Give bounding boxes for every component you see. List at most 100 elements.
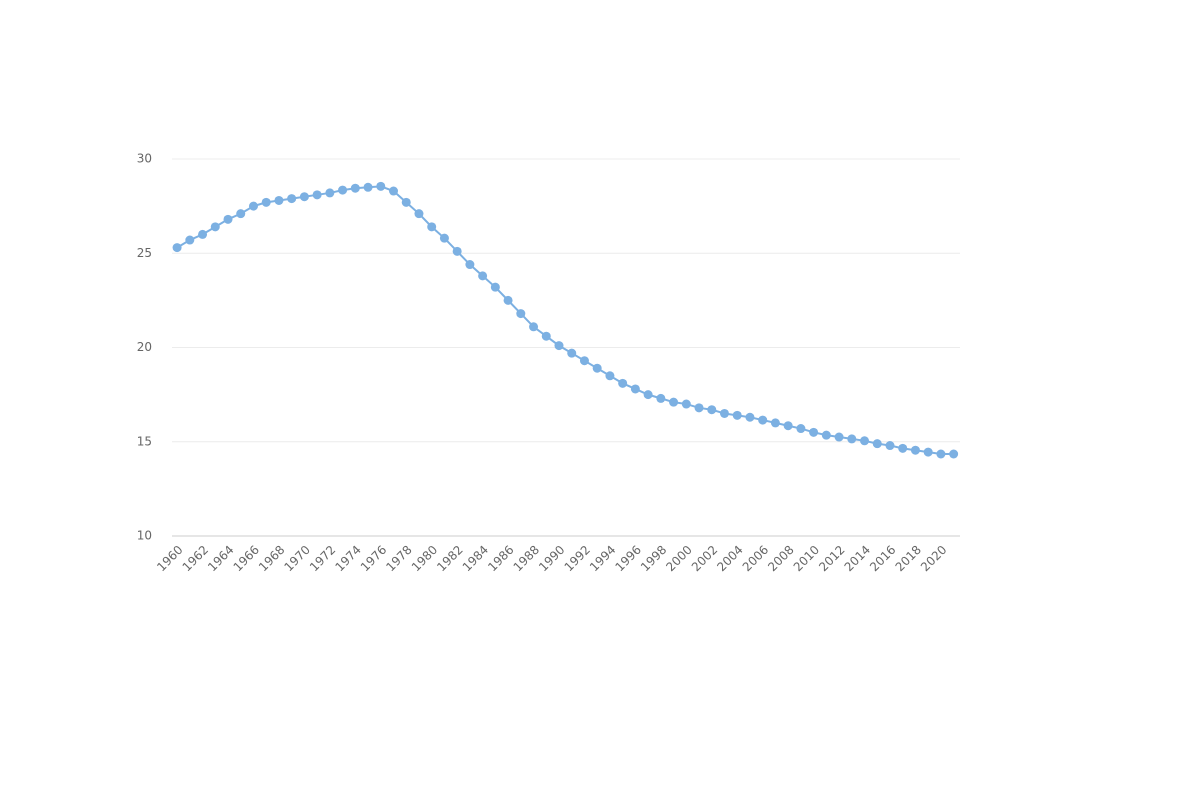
point bbox=[949, 449, 959, 459]
point bbox=[452, 246, 462, 256]
point bbox=[350, 183, 360, 193]
x-tick-label: 1962 bbox=[180, 543, 211, 574]
point bbox=[503, 295, 513, 305]
point bbox=[198, 229, 208, 239]
x-tick-label: 1994 bbox=[587, 543, 618, 574]
point bbox=[516, 309, 526, 319]
point bbox=[783, 421, 793, 431]
point bbox=[834, 432, 844, 442]
x-tick-label: 1980 bbox=[409, 543, 440, 574]
point bbox=[363, 182, 373, 192]
point bbox=[414, 209, 424, 219]
line-series bbox=[176, 185, 954, 456]
point bbox=[172, 243, 182, 253]
point bbox=[669, 397, 679, 407]
point bbox=[287, 194, 297, 204]
y-tick-label: 15 bbox=[137, 434, 152, 448]
x-tick-label: 1966 bbox=[231, 543, 262, 574]
x-tick-label: 2012 bbox=[816, 543, 847, 574]
x-tick-label: 2020 bbox=[918, 543, 949, 574]
point bbox=[185, 235, 195, 245]
point bbox=[223, 214, 233, 224]
y-tick-label: 20 bbox=[137, 340, 152, 354]
point bbox=[376, 181, 386, 191]
x-tick-label: 1978 bbox=[383, 543, 414, 574]
point bbox=[261, 197, 271, 207]
y-tick-label: 25 bbox=[137, 246, 152, 260]
point bbox=[299, 192, 309, 202]
x-tick-label: 1998 bbox=[638, 543, 669, 574]
point bbox=[338, 185, 348, 195]
x-tick-label: 2014 bbox=[842, 543, 873, 574]
point bbox=[821, 430, 831, 440]
x-tick-label: 1992 bbox=[562, 543, 593, 574]
x-tick-label: 1968 bbox=[256, 543, 287, 574]
x-tick-label: 1988 bbox=[511, 543, 542, 574]
x-tick-label: 1982 bbox=[434, 543, 465, 574]
point bbox=[465, 260, 475, 270]
point bbox=[236, 209, 246, 219]
x-tick-label: 2002 bbox=[689, 543, 720, 574]
point bbox=[936, 449, 946, 459]
x-tick-label: 1970 bbox=[281, 543, 312, 574]
x-tick-label: 2016 bbox=[867, 543, 898, 574]
x-tick-label: 1960 bbox=[154, 543, 185, 574]
x-tick-label: 2006 bbox=[740, 543, 771, 574]
point bbox=[885, 441, 895, 451]
point bbox=[860, 436, 870, 446]
x-tick-label: 1986 bbox=[485, 543, 516, 574]
point bbox=[630, 384, 640, 394]
point bbox=[401, 197, 411, 207]
y-tick-label: 10 bbox=[137, 529, 152, 543]
x-tick-label: 1974 bbox=[332, 543, 363, 574]
point bbox=[478, 271, 488, 281]
x-tick-label: 1996 bbox=[612, 543, 643, 574]
point bbox=[745, 412, 755, 422]
point bbox=[910, 445, 920, 455]
point bbox=[618, 378, 628, 388]
point bbox=[758, 415, 768, 425]
point bbox=[872, 439, 882, 449]
x-tick-label: 2000 bbox=[663, 543, 694, 574]
point bbox=[312, 190, 322, 200]
point bbox=[592, 363, 602, 373]
point bbox=[554, 341, 564, 351]
point bbox=[809, 427, 819, 437]
point bbox=[427, 222, 437, 232]
x-tick-label: 1990 bbox=[536, 543, 567, 574]
point bbox=[719, 408, 729, 418]
point bbox=[274, 195, 284, 205]
y-tick-label: 30 bbox=[137, 152, 152, 166]
point bbox=[579, 356, 589, 366]
point bbox=[923, 447, 933, 457]
point bbox=[770, 418, 780, 428]
x-tick-label: 1984 bbox=[460, 543, 491, 574]
x-tick-label: 1972 bbox=[307, 543, 338, 574]
point bbox=[656, 393, 666, 403]
x-tick-label: 1964 bbox=[205, 543, 236, 574]
x-tick-label: 2004 bbox=[714, 543, 745, 574]
x-tick-label: 2010 bbox=[791, 543, 822, 574]
point bbox=[210, 222, 220, 232]
point bbox=[439, 233, 449, 243]
point bbox=[605, 371, 615, 381]
point bbox=[796, 424, 806, 434]
point bbox=[847, 434, 857, 444]
point bbox=[694, 403, 704, 413]
point bbox=[248, 201, 258, 211]
x-tick-label: 1976 bbox=[358, 543, 389, 574]
point bbox=[541, 331, 551, 341]
point bbox=[567, 348, 577, 358]
point bbox=[707, 405, 717, 415]
point bbox=[898, 443, 908, 453]
point bbox=[389, 186, 399, 196]
x-tick-label: 2008 bbox=[765, 543, 796, 574]
point bbox=[529, 322, 539, 332]
point bbox=[732, 410, 742, 420]
x-tick-label: 2018 bbox=[893, 543, 924, 574]
point bbox=[490, 282, 500, 292]
point bbox=[643, 390, 653, 400]
point bbox=[325, 188, 335, 198]
